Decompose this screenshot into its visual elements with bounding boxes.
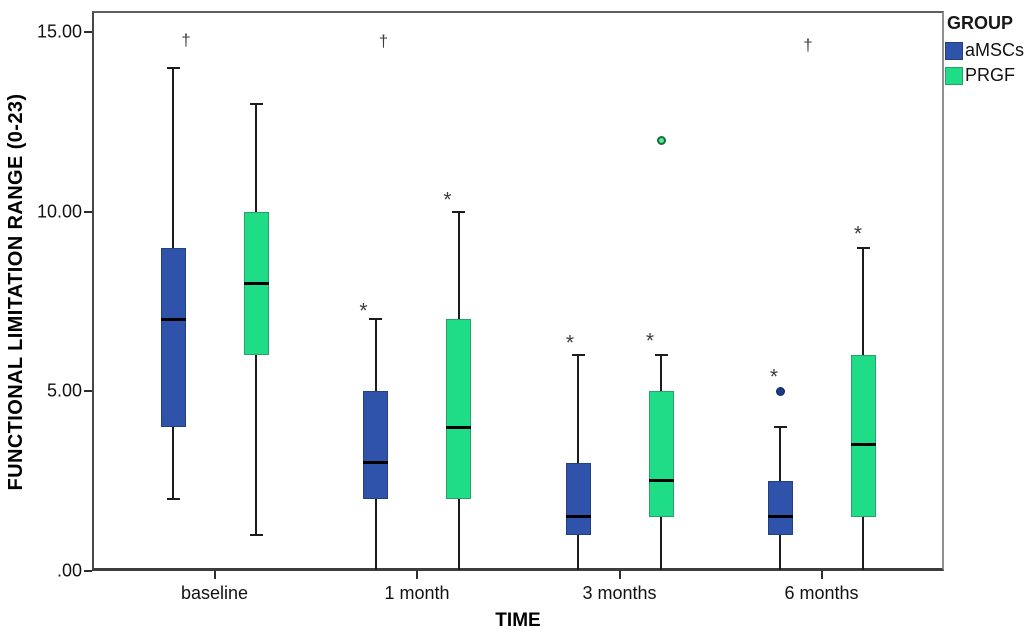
- y-axis-tick-label: 10.00: [36, 201, 82, 222]
- x-axis-category-label: 3 months: [582, 583, 657, 603]
- median-line: [160, 317, 186, 321]
- median-line: [850, 443, 876, 447]
- x-axis-category-label: 1 month: [384, 583, 450, 603]
- median-line: [565, 515, 591, 519]
- whisker-cap-max: [856, 246, 870, 249]
- y-axis-tick-label: 15.00: [36, 21, 82, 42]
- legend-label: aMSCs: [965, 40, 1024, 60]
- asterisk-annotation: *: [645, 329, 655, 353]
- plot-area: [92, 11, 944, 571]
- legend: GROUP aMSCs PRGF: [945, 13, 1024, 90]
- legend-item-PRGF: PRGF: [945, 65, 1024, 86]
- box-aMSCs-3-months: [565, 462, 591, 535]
- y-axis-tick: [84, 210, 92, 213]
- y-axis-tick-label: .00: [56, 560, 82, 580]
- legend-swatch-PRGF: [945, 66, 963, 85]
- asterisk-annotation: *: [443, 187, 452, 211]
- box-aMSCs-1-month: [363, 391, 388, 499]
- y-axis-title: FUNCTIONAL LIMITATION RANGE (0-23): [5, 93, 27, 491]
- median-line: [648, 479, 674, 483]
- median-line: [363, 461, 388, 465]
- whisker-cap-min: [166, 497, 180, 500]
- asterisk-annotation: *: [853, 222, 863, 246]
- whisker-cap-max: [571, 354, 585, 357]
- whisker-cap-min: [249, 533, 263, 536]
- outlier-point-PRGF: [656, 135, 666, 145]
- dagger-annotation: †: [181, 30, 191, 50]
- legend-title: GROUP: [947, 13, 1014, 33]
- whisker-cap-max: [369, 318, 382, 321]
- y-axis-tick: [84, 569, 92, 572]
- whisker-cap-max: [654, 354, 668, 357]
- whisker-cap-max: [452, 210, 465, 213]
- x-axis-tick: [416, 571, 418, 579]
- outlier-point-aMSCs: [775, 386, 785, 396]
- box-PRGF-3-months: [648, 391, 674, 517]
- whisker-cap-max: [773, 426, 787, 429]
- asterisk-annotation: *: [769, 365, 779, 389]
- box-aMSCs-6-months: [767, 480, 793, 535]
- legend-swatch-aMSCs: [945, 41, 963, 60]
- legend-item-aMSCs: aMSCs: [945, 40, 1024, 61]
- box-PRGF-6-months: [850, 355, 876, 517]
- y-axis-tick-label: 5.00: [46, 380, 82, 401]
- whisker-cap-max: [249, 103, 263, 106]
- x-axis-category-label: 6 months: [784, 583, 859, 603]
- asterisk-annotation: *: [359, 299, 368, 323]
- asterisk-annotation: *: [565, 331, 575, 355]
- y-axis-tick: [84, 31, 92, 34]
- box-aMSCs-baseline: [160, 247, 186, 427]
- x-axis-category-label: baseline: [180, 583, 249, 603]
- legend-label: PRGF: [965, 65, 1016, 85]
- x-axis-tick: [820, 571, 823, 579]
- x-axis-tick: [618, 571, 621, 579]
- y-axis-tick: [84, 390, 92, 393]
- median-line: [767, 515, 793, 519]
- whisker-cap-max: [166, 67, 180, 70]
- x-axis-tick: [213, 571, 216, 579]
- box-PRGF-1-month: [446, 319, 471, 499]
- median-line: [446, 425, 471, 429]
- dagger-annotation: †: [803, 35, 813, 55]
- x-axis-title: TIME: [495, 610, 541, 631]
- legend-items: aMSCs PRGF: [945, 40, 1024, 86]
- median-line: [243, 282, 269, 286]
- dagger-annotation: †: [378, 31, 389, 51]
